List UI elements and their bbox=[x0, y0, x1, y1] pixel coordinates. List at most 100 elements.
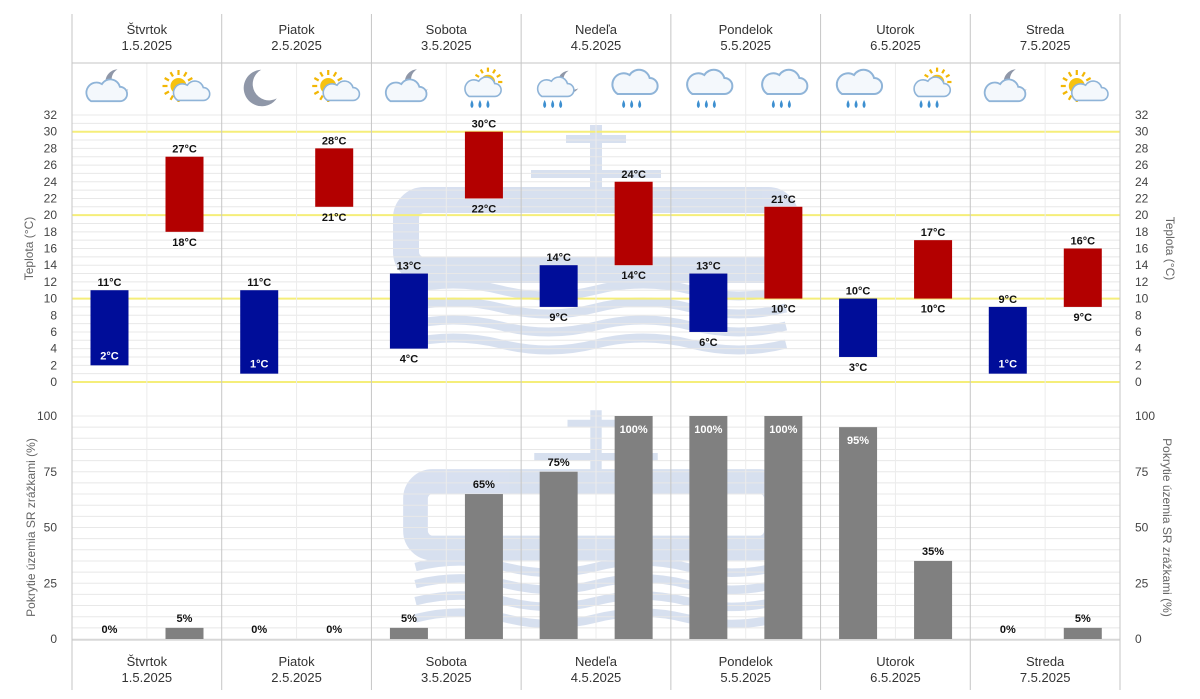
temp-tick-left: 2 bbox=[50, 358, 57, 372]
night-partly-cloudy-icon bbox=[85, 69, 129, 103]
night-temp-bar bbox=[389, 273, 428, 349]
temp-tick-right: 8 bbox=[1135, 308, 1142, 322]
precip-bar bbox=[165, 627, 204, 639]
precip-tick-right: 0 bbox=[1135, 632, 1142, 646]
precip-bar bbox=[539, 471, 578, 639]
day-partly-cloudy-icon bbox=[1060, 70, 1109, 102]
temp-axis-title-left: Teplota (°C) bbox=[22, 217, 36, 281]
precip-label: 0% bbox=[1000, 624, 1016, 636]
precip-tick-right: 25 bbox=[1135, 576, 1149, 590]
temp-max-label: 11°C bbox=[247, 277, 271, 289]
day-header-date: 7.5.2025 bbox=[1020, 38, 1071, 53]
day-header-name: Pondelok bbox=[719, 22, 774, 37]
temp-axis-title-right: Teplota (°C) bbox=[1163, 217, 1177, 281]
temp-tick-left: 6 bbox=[50, 325, 57, 339]
temp-max-label: 21°C bbox=[771, 194, 796, 206]
precip-axis-title-left: Pokrytie územia SR zrážkami (%) bbox=[24, 438, 38, 617]
night-temp-bar bbox=[988, 306, 1027, 374]
temp-min-label: 21°C bbox=[322, 212, 347, 224]
cloud-rain-icon bbox=[686, 68, 734, 108]
precip-label: 5% bbox=[1075, 613, 1091, 625]
temp-min-label: 18°C bbox=[172, 237, 197, 249]
day-partly-cloudy-icon bbox=[162, 70, 211, 102]
temp-tick-left: 8 bbox=[50, 308, 57, 322]
day-temp-bar bbox=[764, 206, 803, 299]
temp-tick-left: 26 bbox=[44, 158, 58, 172]
day-footer-date: 4.5.2025 bbox=[571, 670, 622, 685]
precip-tick-left: 75 bbox=[44, 465, 58, 479]
day-footer-name: Streda bbox=[1026, 654, 1065, 669]
temp-tick-right: 12 bbox=[1135, 275, 1149, 289]
precip-bar bbox=[389, 627, 428, 639]
day-footer-date: 5.5.2025 bbox=[720, 670, 771, 685]
day-header-date: 4.5.2025 bbox=[571, 38, 622, 53]
temp-tick-left: 28 bbox=[44, 141, 58, 155]
temp-max-label: 14°C bbox=[546, 252, 571, 264]
precip-bar bbox=[764, 416, 803, 639]
temp-max-label: 11°C bbox=[98, 277, 122, 289]
temp-tick-right: 18 bbox=[1135, 225, 1149, 239]
precip-label: 100% bbox=[694, 424, 722, 436]
temp-tick-left: 20 bbox=[44, 208, 58, 222]
temp-min-label: 1°C bbox=[999, 359, 1018, 371]
day-partly-cloudy-rain-icon bbox=[464, 67, 503, 108]
night-temp-bar bbox=[240, 290, 279, 374]
temp-tick-left: 32 bbox=[44, 108, 58, 122]
day-header-date: 5.5.2025 bbox=[720, 38, 771, 53]
day-footer-date: 6.5.2025 bbox=[870, 670, 921, 685]
temp-min-label: 9°C bbox=[1074, 312, 1093, 324]
temp-tick-right: 6 bbox=[1135, 325, 1142, 339]
temp-max-label: 28°C bbox=[322, 135, 347, 147]
day-partly-cloudy-rain-icon bbox=[913, 67, 952, 108]
temp-min-label: 14°C bbox=[621, 270, 646, 282]
day-footer-name: Piatok bbox=[279, 654, 316, 669]
day-header-date: 3.5.2025 bbox=[421, 38, 472, 53]
temp-tick-right: 30 bbox=[1135, 125, 1149, 139]
cloud-rain-icon bbox=[611, 68, 659, 108]
temp-tick-left: 0 bbox=[50, 375, 57, 389]
night-clear-icon bbox=[243, 69, 277, 107]
night-temp-bar bbox=[539, 265, 578, 307]
temp-max-label: 16°C bbox=[1070, 236, 1095, 248]
day-header-name: Sobota bbox=[426, 22, 468, 37]
temp-tick-right: 14 bbox=[1135, 258, 1149, 272]
cloud-rain-icon bbox=[761, 68, 809, 108]
precip-tick-right: 50 bbox=[1135, 521, 1149, 535]
temp-tick-left: 22 bbox=[44, 191, 58, 205]
temp-tick-right: 20 bbox=[1135, 208, 1149, 222]
precip-tick-right: 100 bbox=[1135, 409, 1155, 423]
day-footer-name: Štvrtok bbox=[127, 654, 168, 669]
temp-tick-right: 24 bbox=[1135, 175, 1149, 189]
precip-axis-title-right: Pokrytie územia SR zrážkami (%) bbox=[1160, 438, 1174, 617]
temp-tick-right: 22 bbox=[1135, 191, 1149, 205]
day-partly-cloudy-icon bbox=[312, 70, 361, 102]
day-header-date: 6.5.2025 bbox=[870, 38, 921, 53]
temp-min-label: 1°C bbox=[250, 359, 269, 371]
precip-label: 0% bbox=[102, 624, 118, 636]
day-temp-bar bbox=[914, 240, 953, 299]
temp-tick-right: 0 bbox=[1135, 375, 1142, 389]
night-partly-cloudy-rain-icon bbox=[536, 70, 579, 108]
day-header-name: Utorok bbox=[876, 22, 915, 37]
temp-max-label: 13°C bbox=[696, 261, 721, 273]
day-header-name: Štvrtok bbox=[127, 22, 168, 37]
temp-tick-right: 32 bbox=[1135, 108, 1149, 122]
precip-bar bbox=[464, 494, 503, 639]
precip-bar bbox=[839, 427, 878, 639]
precip-tick-left: 100 bbox=[37, 409, 57, 423]
precip-label: 0% bbox=[326, 624, 342, 636]
temp-max-label: 13°C bbox=[397, 261, 422, 273]
temp-min-label: 10°C bbox=[921, 304, 946, 316]
temp-min-label: 22°C bbox=[472, 203, 497, 215]
temp-max-label: 9°C bbox=[999, 294, 1018, 306]
precip-label: 75% bbox=[548, 457, 570, 469]
night-temp-bar bbox=[90, 290, 129, 366]
cloud-rain-icon bbox=[835, 68, 883, 108]
temp-tick-right: 4 bbox=[1135, 342, 1142, 356]
precip-tick-left: 0 bbox=[50, 632, 57, 646]
day-header-name: Nedeľa bbox=[575, 22, 618, 37]
temp-tick-right: 28 bbox=[1135, 141, 1149, 155]
precip-tick-right: 75 bbox=[1135, 465, 1149, 479]
precip-label: 100% bbox=[620, 424, 648, 436]
